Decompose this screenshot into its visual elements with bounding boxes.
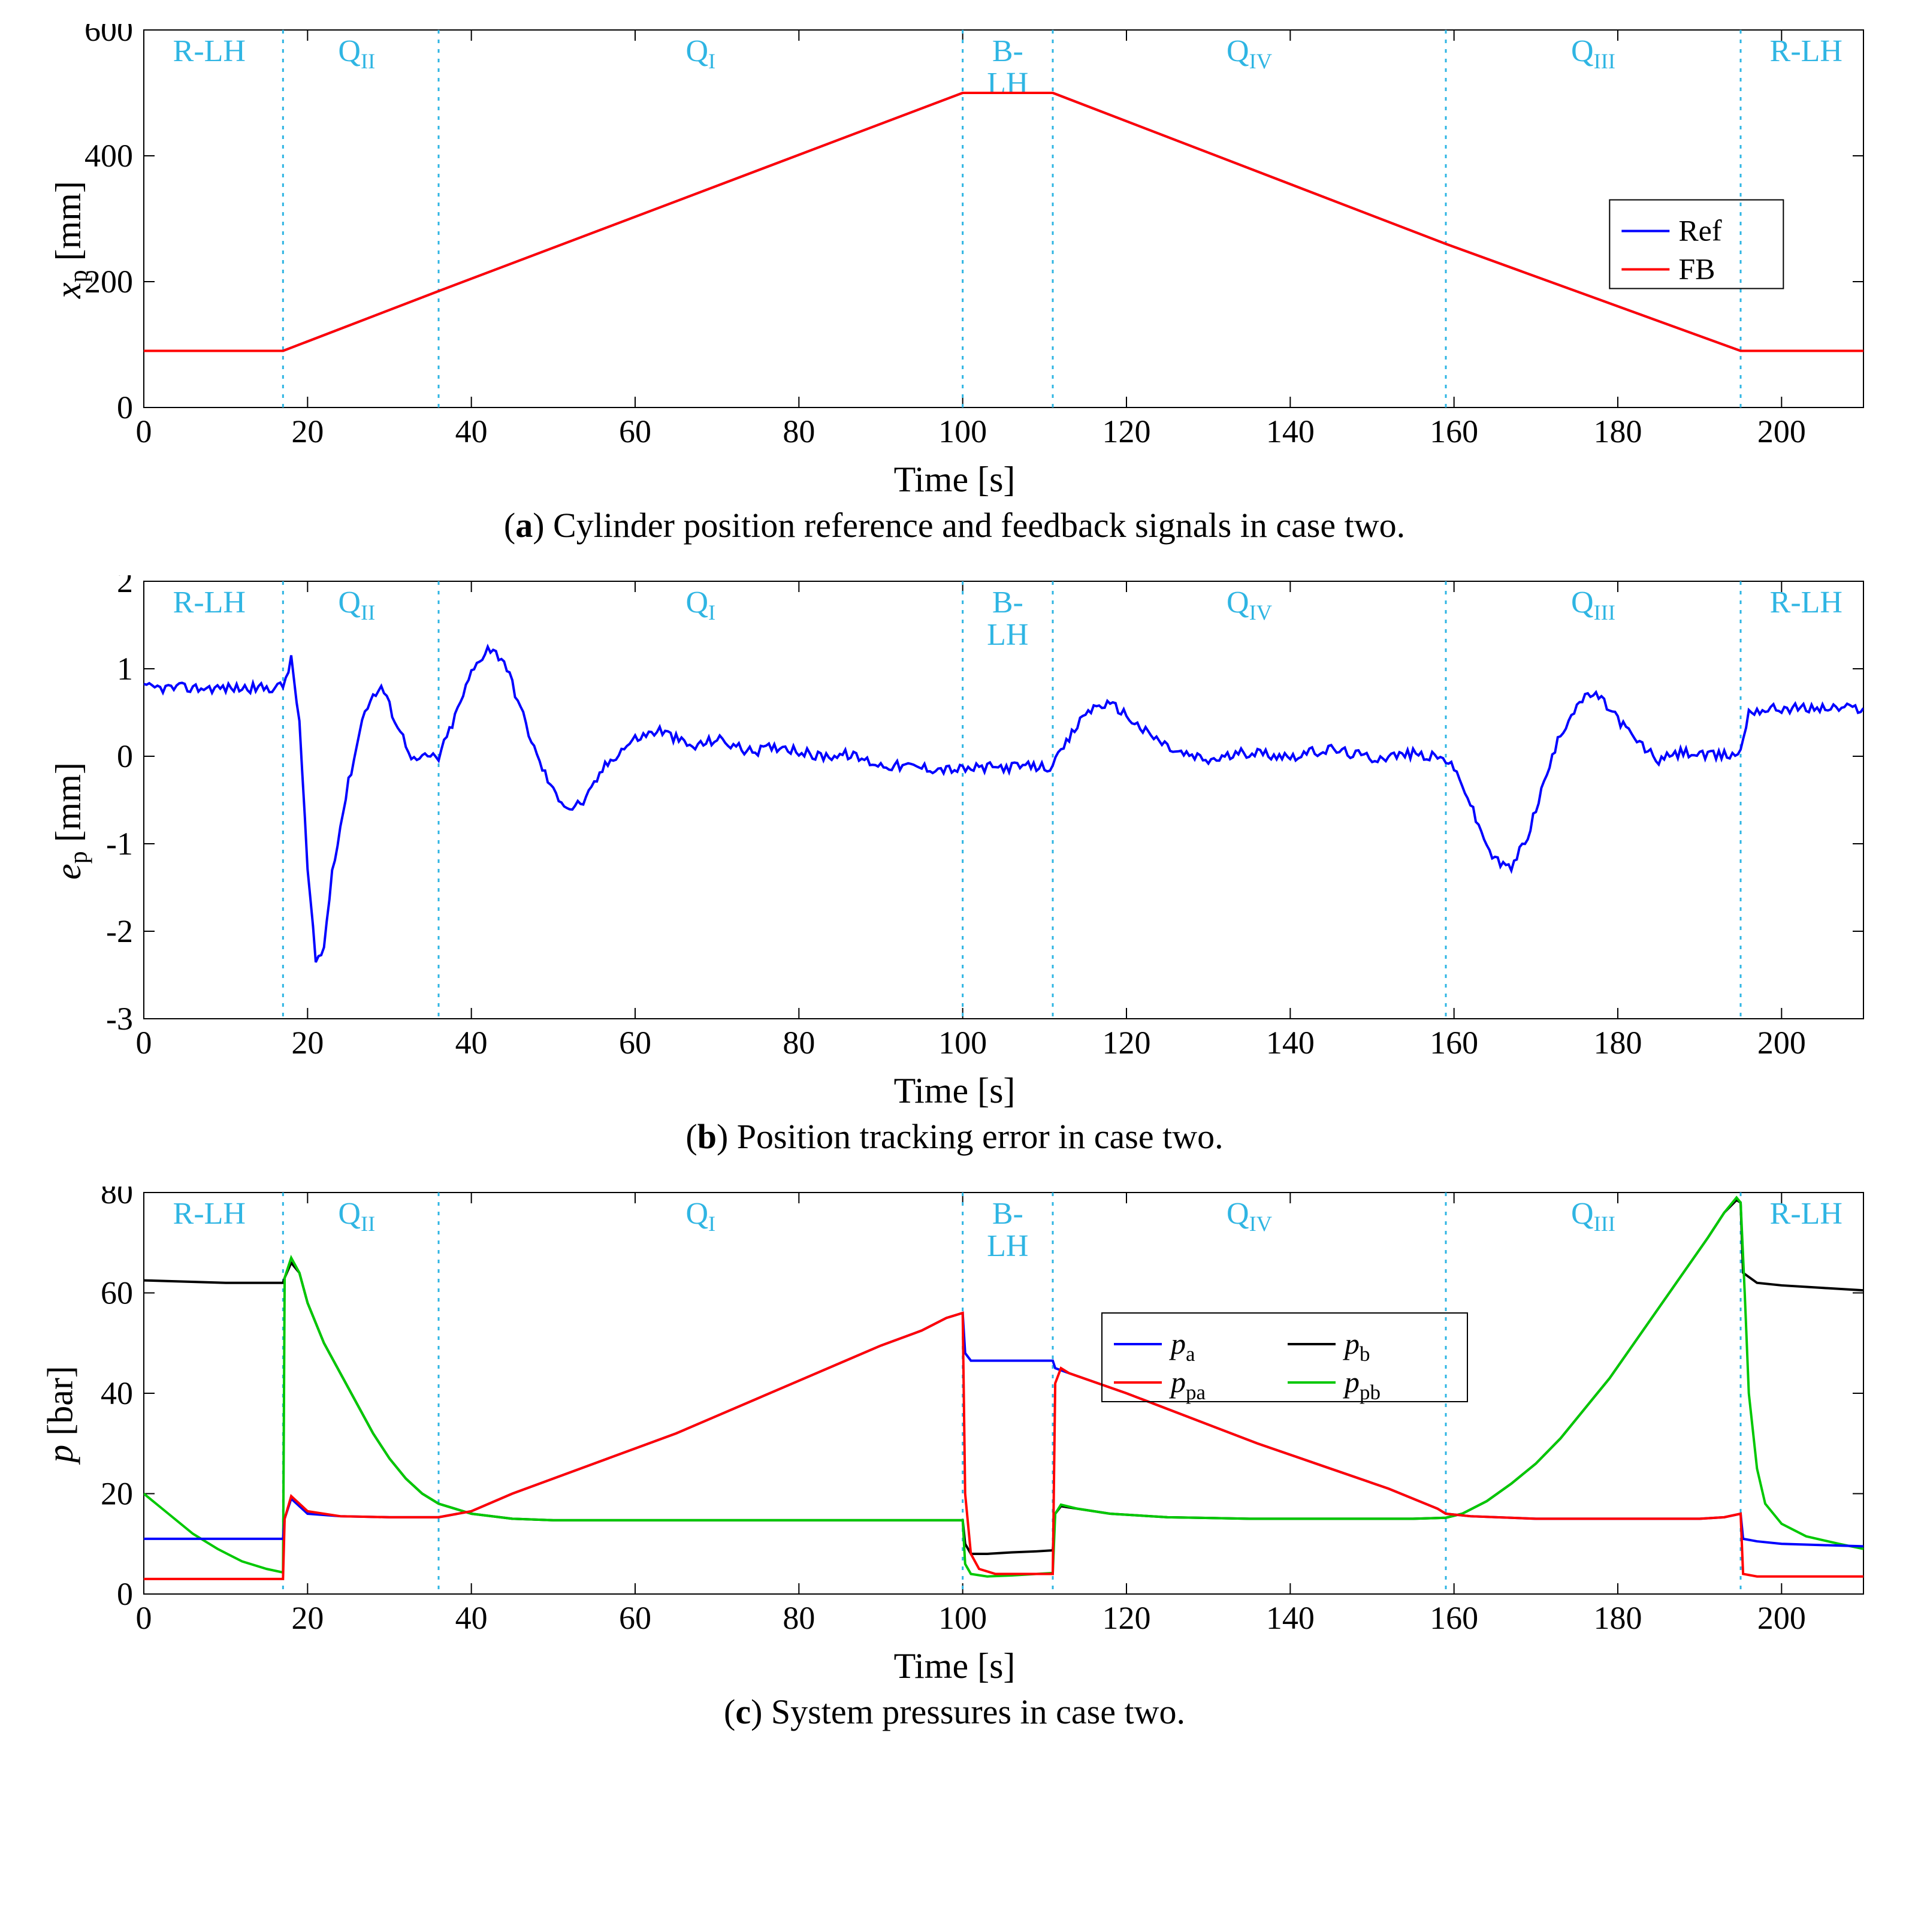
svg-text:LH: LH — [987, 618, 1028, 652]
panel-a-caption: (a) Cylinder position reference and feed… — [18, 505, 1891, 545]
svg-text:QI: QI — [685, 585, 715, 624]
svg-text:60: 60 — [619, 1025, 651, 1061]
svg-text:FB: FB — [1678, 252, 1715, 286]
svg-text:40: 40 — [455, 413, 488, 449]
svg-text:LH: LH — [987, 1229, 1028, 1263]
svg-text:B-: B- — [992, 1197, 1023, 1231]
svg-text:0: 0 — [136, 1025, 152, 1061]
svg-text:180: 180 — [1594, 1600, 1642, 1636]
svg-text:R-LH: R-LH — [173, 34, 246, 68]
svg-text:QII: QII — [338, 585, 375, 624]
svg-text:140: 140 — [1266, 1025, 1315, 1061]
svg-text:80: 80 — [101, 1187, 133, 1210]
svg-text:0: 0 — [117, 1576, 133, 1612]
panel-c-chart: p [bar] 0 20 40 60 80 100 120 140 160 180 200 0 20 40… — [18, 1187, 1891, 1642]
panel-b: ep [mm] 020406080100120140160180200-3-2-… — [18, 575, 1891, 1157]
svg-text:QIV: QIV — [1227, 1197, 1272, 1236]
svg-text:20: 20 — [291, 1600, 324, 1636]
svg-text:QI: QI — [685, 1197, 715, 1236]
svg-text:2: 2 — [117, 575, 133, 599]
svg-text:100: 100 — [938, 413, 987, 449]
svg-text:QIII: QIII — [1571, 34, 1615, 73]
svg-text:LH: LH — [987, 67, 1028, 101]
svg-text:160: 160 — [1430, 1025, 1478, 1061]
panel-c-xlabel: Time [s] — [18, 1646, 1891, 1687]
svg-text:QIII: QIII — [1571, 1197, 1615, 1236]
svg-text:0: 0 — [117, 390, 133, 425]
svg-text:200: 200 — [1757, 413, 1806, 449]
svg-text:120: 120 — [1102, 413, 1151, 449]
svg-text:20: 20 — [291, 1025, 324, 1061]
panel-a: xp [mm] 02040608010012014016018020002004… — [18, 24, 1891, 545]
panel-b-chart: ep [mm] 020406080100120140160180200-3-2-… — [18, 575, 1891, 1067]
svg-text:80: 80 — [783, 1600, 815, 1636]
svg-text:200: 200 — [1757, 1600, 1806, 1636]
svg-text:1: 1 — [117, 651, 133, 687]
svg-text:60: 60 — [619, 413, 651, 449]
panel-c: p [bar] 0 20 40 60 80 100 120 140 160 180 200 0 20 40… — [18, 1187, 1891, 1732]
svg-text:0: 0 — [117, 738, 133, 774]
svg-text:80: 80 — [783, 1025, 815, 1061]
svg-text:20: 20 — [101, 1476, 133, 1512]
svg-text:Ref: Ref — [1678, 214, 1722, 247]
svg-text:-2: -2 — [106, 913, 133, 949]
svg-text:600: 600 — [84, 24, 133, 48]
svg-text:20: 20 — [291, 413, 324, 449]
svg-text:160: 160 — [1430, 413, 1478, 449]
svg-text:100: 100 — [938, 1025, 987, 1061]
svg-text:120: 120 — [1102, 1025, 1151, 1061]
svg-text:R-LH: R-LH — [173, 1197, 246, 1231]
svg-text:60: 60 — [619, 1600, 651, 1636]
svg-text:160: 160 — [1430, 1600, 1478, 1636]
svg-text:B-: B- — [992, 585, 1023, 620]
svg-text:200: 200 — [1757, 1025, 1806, 1061]
panel-c-svg: 0 20 40 60 80 100 120 140 160 180 200 0 20 40 60 80 R-LH… — [18, 1187, 1899, 1642]
svg-text:40: 40 — [455, 1600, 488, 1636]
svg-text:180: 180 — [1594, 1025, 1642, 1061]
svg-text:-3: -3 — [106, 1001, 133, 1037]
svg-text:QIII: QIII — [1571, 585, 1615, 624]
svg-text:R-LH: R-LH — [1770, 585, 1842, 620]
svg-text:100: 100 — [938, 1600, 987, 1636]
svg-text:140: 140 — [1266, 413, 1315, 449]
svg-text:pb: pb — [1343, 1327, 1370, 1366]
panel-b-ylabel: ep [mm] — [48, 762, 93, 880]
svg-text:ppb: ppb — [1343, 1365, 1381, 1404]
svg-text:B-: B- — [992, 34, 1023, 68]
svg-text:R-LH: R-LH — [1770, 1197, 1842, 1231]
svg-text:ppa: ppa — [1169, 1365, 1206, 1404]
panel-a-ylabel: xp [mm] — [48, 181, 93, 298]
svg-text:-1: -1 — [106, 826, 133, 862]
svg-text:QII: QII — [338, 34, 375, 73]
svg-text:R-LH: R-LH — [1770, 34, 1842, 68]
svg-text:QIV: QIV — [1227, 585, 1272, 624]
svg-text:180: 180 — [1594, 413, 1642, 449]
panel-b-svg: 0 20 40 60 80 100 120 140 160 180 200 -3 -2 -1 0 1 2 R-LH… — [18, 575, 1899, 1067]
panel-c-ylabel: p [bar] — [40, 1366, 81, 1463]
panel-a-xlabel: Time [s] — [18, 459, 1891, 500]
svg-text:QI: QI — [685, 34, 715, 73]
panel-c-caption: (c) System pressures in case two. — [18, 1692, 1891, 1732]
svg-text:R-LH: R-LH — [173, 585, 246, 620]
panel-a-chart: xp [mm] 02040608010012014016018020002004… — [18, 24, 1891, 455]
svg-text:QII: QII — [338, 1197, 375, 1236]
svg-text:120: 120 — [1102, 1600, 1151, 1636]
svg-text:40: 40 — [101, 1375, 133, 1411]
svg-text:140: 140 — [1266, 1600, 1315, 1636]
svg-text:pa: pa — [1169, 1327, 1195, 1366]
svg-text:400: 400 — [84, 138, 133, 174]
panel-b-caption: (b) Position tracking error in case two. — [18, 1116, 1891, 1157]
svg-text:60: 60 — [101, 1275, 133, 1311]
svg-text:0: 0 — [136, 1600, 152, 1636]
panel-a-svg: 0204060801001201401601802000200400600R-L… — [18, 24, 1899, 455]
panel-b-xlabel: Time [s] — [18, 1070, 1891, 1112]
svg-text:80: 80 — [783, 413, 815, 449]
svg-text:0: 0 — [136, 413, 152, 449]
svg-text:40: 40 — [455, 1025, 488, 1061]
svg-text:QIV: QIV — [1227, 34, 1272, 73]
